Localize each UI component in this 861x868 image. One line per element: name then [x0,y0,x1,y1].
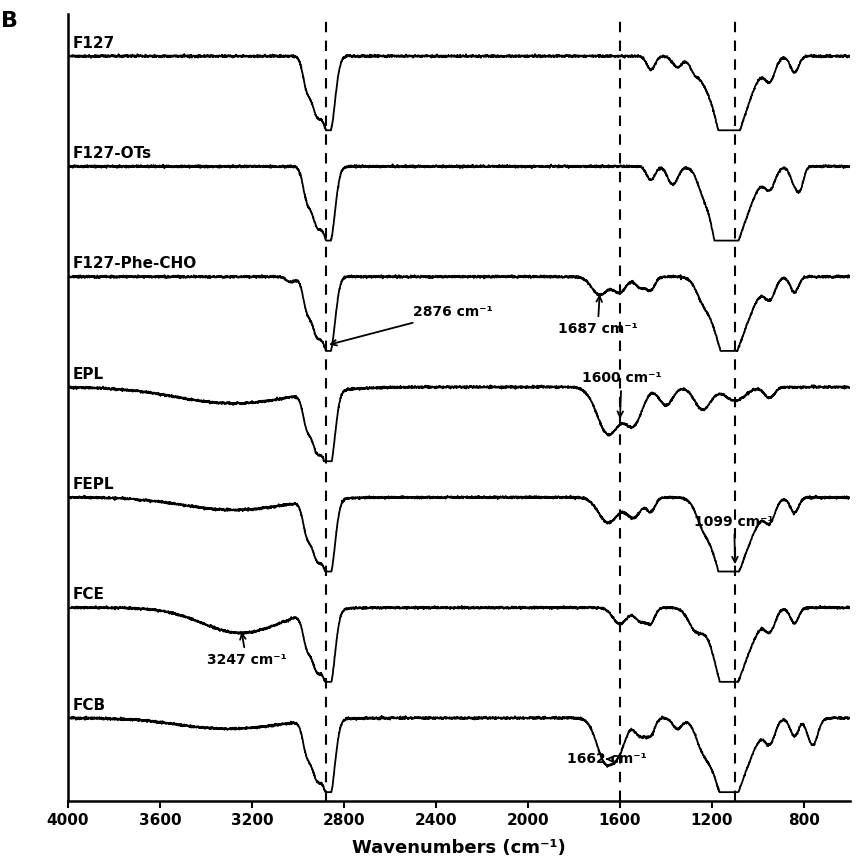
Text: FCB: FCB [72,698,106,713]
Text: F127-Phe-CHO: F127-Phe-CHO [72,256,196,272]
X-axis label: Wavenumbers (cm⁻¹): Wavenumbers (cm⁻¹) [352,838,566,857]
Text: FCE: FCE [72,588,104,602]
Text: 1600 cm⁻¹: 1600 cm⁻¹ [582,372,661,417]
Text: F127-OTs: F127-OTs [72,146,152,161]
Text: 1687 cm⁻¹: 1687 cm⁻¹ [558,296,637,336]
Text: F127: F127 [72,36,115,50]
Text: 3247 cm⁻¹: 3247 cm⁻¹ [207,634,287,667]
Text: EPL: EPL [72,366,103,382]
Text: 2876 cm⁻¹: 2876 cm⁻¹ [331,306,492,345]
Text: B: B [2,10,18,30]
Text: 1099 cm⁻¹: 1099 cm⁻¹ [694,515,774,562]
Text: 1662 cm⁻¹: 1662 cm⁻¹ [567,752,647,766]
Text: FEPL: FEPL [72,477,114,492]
